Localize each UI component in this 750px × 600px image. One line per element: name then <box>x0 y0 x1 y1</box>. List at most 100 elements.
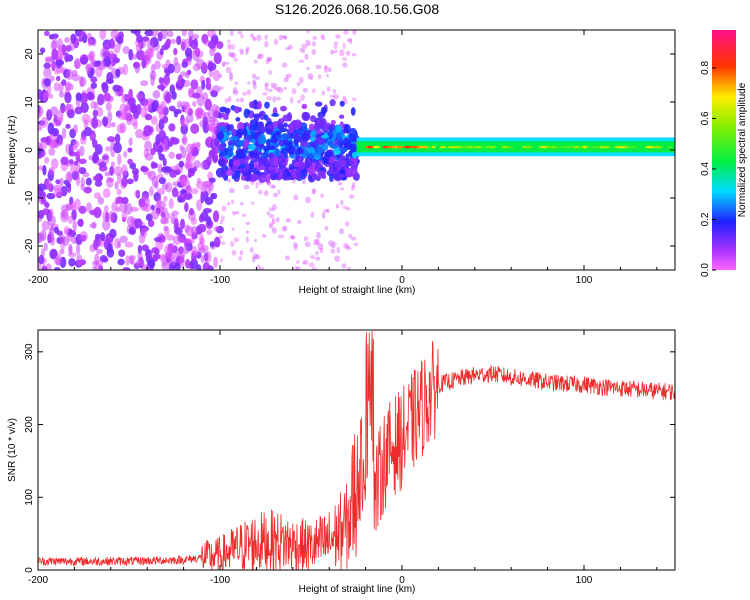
heatmap-blob <box>200 254 205 264</box>
heatmap-faint-blob <box>317 74 322 80</box>
heatmap-blob <box>43 78 52 87</box>
heatmap-blob <box>156 199 162 208</box>
heatmap-blob <box>207 135 212 148</box>
heatmap-cluster-blob <box>328 164 334 174</box>
heatmap-blob <box>47 122 55 135</box>
heatmap-blob <box>104 171 111 177</box>
heatmap-blob <box>188 87 195 94</box>
heatmap-faint-blob <box>306 66 310 71</box>
heatmap-faint-blob <box>313 239 319 246</box>
heatmap-blob <box>161 183 169 190</box>
heatmap-blob <box>97 196 105 205</box>
heatmap-faint-blob <box>231 249 237 256</box>
heatmap-blob <box>89 223 97 229</box>
heatmap-x-tick-label: -100 <box>210 275 230 286</box>
heatmap-blob <box>44 57 53 64</box>
heatmap-cluster-blob <box>219 113 226 118</box>
heatmap-cluster-blob <box>277 123 285 130</box>
heatmap-cluster-blob <box>315 129 322 135</box>
heatmap-faint-blob <box>271 227 277 234</box>
heatmap-cluster-blob <box>223 115 229 120</box>
heatmap-faint-blob <box>348 233 353 239</box>
heatmap-blob <box>92 260 99 267</box>
heatmap-blob <box>165 250 173 260</box>
heatmap-faint-blob <box>252 253 259 260</box>
heatmap-cluster-blob <box>288 123 294 134</box>
heatmap-faint-blob <box>323 209 329 213</box>
heatmap-blob <box>71 69 78 77</box>
heatmap-blob <box>150 204 155 211</box>
heatmap-cluster-blob <box>330 119 336 125</box>
heatmap-faint-blob <box>336 246 340 254</box>
heatmap-blob <box>40 229 47 242</box>
heatmap-faint-blob <box>272 192 279 198</box>
heatmap-faint-blob <box>224 97 229 104</box>
heatmap-blob <box>179 218 186 230</box>
heatmap-faint-blob <box>269 213 275 219</box>
heatmap-blob <box>147 219 155 228</box>
heatmap-blob <box>162 207 168 213</box>
heatmap-cluster-blob <box>278 139 286 147</box>
heatmap-blob <box>44 201 50 209</box>
heatmap-blob <box>200 211 209 222</box>
heatmap-blob <box>205 156 212 167</box>
heatmap-faint-blob <box>249 246 254 253</box>
heatmap-faint-blob <box>239 250 244 256</box>
snr-x-label: Height of straight line (km) <box>299 584 416 595</box>
heatmap-blob <box>171 187 179 198</box>
heatmap-blob <box>190 188 199 195</box>
heatmap-blob <box>159 253 167 262</box>
heatmap-blob <box>173 62 181 74</box>
heatmap-faint-blob <box>245 236 249 243</box>
heatmap-blob <box>114 181 119 190</box>
heatmap-cluster-blob <box>309 131 315 138</box>
heatmap-faint-blob <box>254 254 261 260</box>
heatmap-blob <box>112 57 121 64</box>
heatmap-carrier-peak <box>426 145 433 149</box>
heatmap-blob <box>104 205 109 213</box>
heatmap-cluster-blob <box>246 109 251 115</box>
heatmap-cluster-blob <box>227 140 233 146</box>
heatmap-faint-blob <box>329 94 336 98</box>
heatmap-blob <box>79 92 89 104</box>
heatmap-faint-blob <box>351 97 357 101</box>
heatmap-faint-blob <box>268 224 273 229</box>
heatmap-faint-blob <box>289 235 296 240</box>
heatmap-blob <box>140 106 147 118</box>
heatmap-faint-blob <box>252 81 256 86</box>
heatmap-blob <box>59 234 66 244</box>
heatmap-faint-blob <box>342 62 348 68</box>
heatmap-blob <box>100 48 109 59</box>
heatmap-faint-blob <box>330 248 336 254</box>
heatmap-cluster-blob <box>320 134 330 139</box>
heatmap-faint-blob <box>285 218 291 223</box>
heatmap-faint-blob <box>229 44 236 50</box>
heatmap-y-tick-label: 0 <box>24 147 35 153</box>
heatmap-blob <box>47 214 56 227</box>
heatmap-faint-blob <box>290 234 295 240</box>
heatmap-faint-blob <box>242 92 247 96</box>
heatmap-cluster-blob <box>297 146 303 154</box>
heatmap-faint-blob <box>310 211 315 218</box>
heatmap-cluster-blob <box>265 174 271 184</box>
heatmap-faint-blob <box>266 57 272 62</box>
heatmap-blob <box>137 244 142 255</box>
heatmap-blob <box>121 176 128 188</box>
heatmap-cluster-blob <box>270 137 279 144</box>
heatmap-blob <box>144 140 153 152</box>
heatmap-faint-blob <box>264 84 268 92</box>
heatmap-cluster-blob <box>308 123 315 132</box>
heatmap-blob <box>50 248 57 259</box>
heatmap-blob <box>201 79 206 90</box>
heatmap-blob <box>150 73 155 86</box>
heatmap-blob <box>71 209 77 221</box>
heatmap-faint-blob <box>263 190 269 197</box>
heatmap-blob <box>51 38 58 50</box>
heatmap-cluster-blob <box>217 144 225 152</box>
heatmap-carrier-peak <box>485 145 490 149</box>
heatmap-x-tick-label: 100 <box>576 275 593 286</box>
heatmap-blob <box>192 33 200 40</box>
heatmap-faint-blob <box>268 207 274 212</box>
heatmap-cluster-blob <box>349 143 357 153</box>
heatmap-cluster-blob <box>321 156 327 162</box>
